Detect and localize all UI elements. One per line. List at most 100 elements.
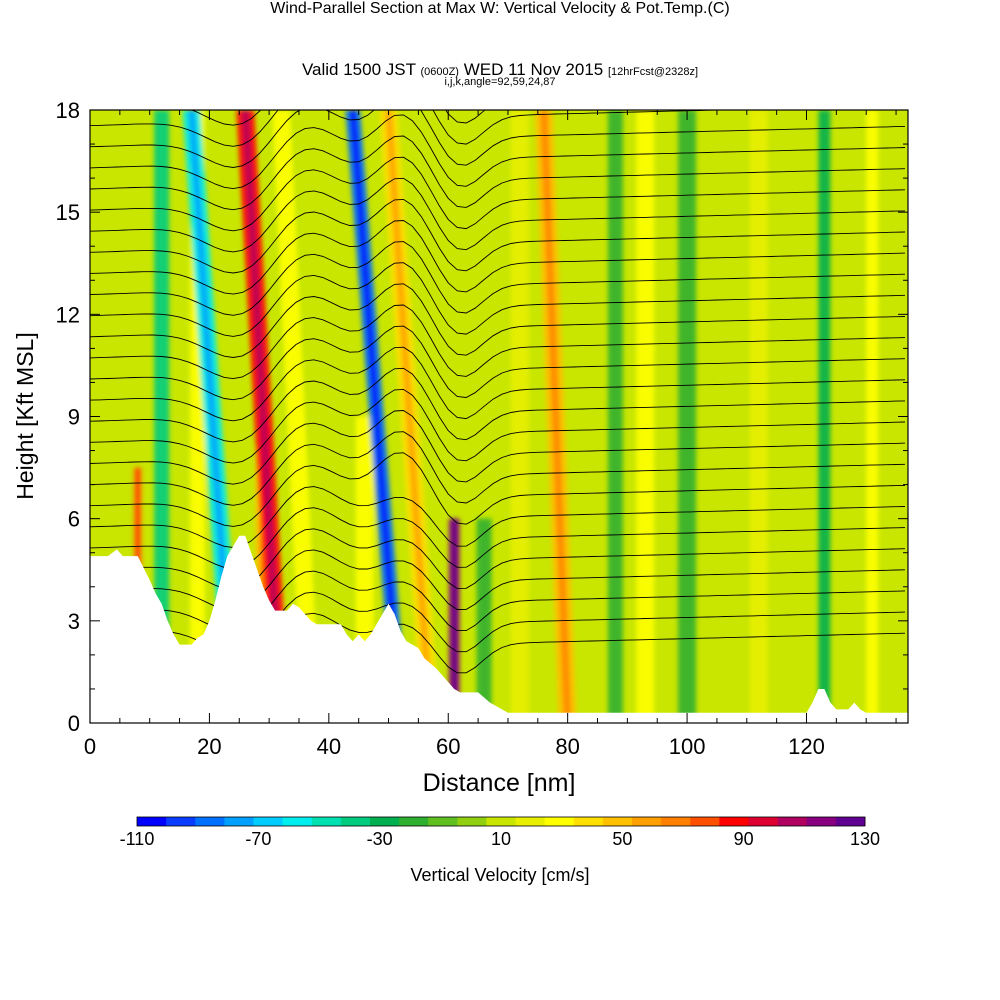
isentrope-line <box>90 452 906 527</box>
colorbar-swatch <box>166 817 196 826</box>
isentrope-line <box>90 431 906 506</box>
velocity-band <box>154 110 170 723</box>
x-tick-label: 60 <box>436 734 460 759</box>
colorbar-swatch <box>602 817 633 826</box>
isentrope-line <box>90 31 905 105</box>
colorbar-tick-label: 50 <box>612 829 632 849</box>
chart-title-text: Wind-Parallel Section at Max W: Vertical… <box>270 0 708 17</box>
isentrope-line <box>90 198 906 274</box>
chart-title: Wind-Parallel Section at Max W: Vertical… <box>0 0 1000 18</box>
terrain <box>90 535 908 723</box>
colorbar-swatch <box>632 817 662 826</box>
colorbar-swatch <box>195 817 225 826</box>
isentrope-line <box>90 325 906 401</box>
velocity-field <box>90 0 908 723</box>
y-tick-label: 0 <box>68 711 80 736</box>
valid-time: Valid 1500 JST <box>301 60 416 79</box>
velocity-core <box>241 110 285 723</box>
colorbar-tick-label: 10 <box>491 829 511 849</box>
isentrope-line <box>90 486 906 548</box>
x-axis-label: Distance [nm] <box>423 769 576 797</box>
colorbar-swatch <box>457 817 487 826</box>
isentrope-line <box>90 410 906 485</box>
colorbar-swatch <box>835 817 866 826</box>
colorbar-tick-label: 130 <box>850 829 880 849</box>
colorbar-swatch <box>428 817 458 826</box>
valid-date: WED 11 Nov 2015 <box>463 60 604 79</box>
velocity-band <box>510 110 529 723</box>
copyright-mark: (C) <box>707 0 730 17</box>
colorbar-tick-label: -70 <box>245 829 271 849</box>
colorbar-swatch <box>690 817 720 826</box>
isentrope-line <box>90 283 906 358</box>
colorbar-swatch <box>515 817 546 826</box>
x-tick-label: 40 <box>317 734 341 759</box>
colorbar-swatch <box>137 817 167 826</box>
colorbar-swatch <box>719 817 749 826</box>
isentrope-line <box>90 0 905 41</box>
colorbar-swatch <box>748 817 779 826</box>
utc-time: (0600Z) <box>420 66 459 78</box>
isentrope-line <box>90 367 906 443</box>
colorbar: -110 -70 -30 10 50 90 130 <box>120 816 880 849</box>
velocity-band <box>272 110 320 723</box>
y-axis: 0 3 6 9 12 15 18 <box>56 98 908 736</box>
y-tick-label: 3 <box>68 609 80 634</box>
isentrope-line <box>90 0 905 20</box>
x-axis: 0 20 40 60 80 100 120 <box>84 110 897 759</box>
velocity-band <box>866 110 879 723</box>
y-tick-label: 15 <box>56 200 80 225</box>
colorbar-swatch <box>777 817 808 826</box>
colorbar-swatch <box>340 817 371 826</box>
isentrope-line <box>90 135 906 211</box>
x-tick-label: 80 <box>555 734 579 759</box>
colorbar-label: Vertical Velocity [cm/s] <box>410 865 589 885</box>
colorbar-swatch <box>573 817 604 826</box>
isentrope-line <box>90 110 737 147</box>
y-tick-label: 6 <box>68 507 80 532</box>
colorbar-tick-label: -110 <box>120 829 155 849</box>
colorbar-swatch <box>369 817 400 826</box>
forecast-info: [12hrFcst@2328z] <box>607 66 699 78</box>
colorbar-swatch <box>544 817 575 826</box>
isentrope-line <box>90 0 905 62</box>
isentrope-line <box>90 9 905 83</box>
velocity-band <box>476 518 492 723</box>
isentrope-line <box>90 304 906 380</box>
velocity-band <box>818 110 831 723</box>
colorbar-swatch <box>806 817 837 826</box>
isentrope-line <box>90 110 906 168</box>
isentrope-line <box>90 177 906 253</box>
isentrope-line <box>90 346 906 422</box>
colorbar-frame <box>136 816 866 827</box>
colorbar-tick-label: -30 <box>367 829 393 849</box>
x-tick-label: 100 <box>669 734 706 759</box>
isentrope-line <box>190 110 486 126</box>
y-axis-label: Height [Kft MSL] <box>12 332 38 499</box>
x-tick-label: 0 <box>84 734 96 759</box>
velocity-band <box>607 110 623 723</box>
colorbar-swatch <box>253 817 283 826</box>
isentrope-line <box>90 388 906 464</box>
colorbar-swatch <box>311 817 342 826</box>
grid-info: i,j,k,angle=92,59,24,87 <box>444 76 556 88</box>
colorbar-tick-label: 90 <box>734 829 754 849</box>
colorbar-swatch <box>486 817 516 826</box>
x-tick-label: 120 <box>788 734 825 759</box>
velocity-core <box>349 110 404 723</box>
colorbar-swatch <box>282 817 313 826</box>
y-tick-label: 18 <box>56 98 80 123</box>
velocity-band <box>636 110 655 723</box>
chart-subtitle: Valid 1500 JST (0600Z) WED 11 Nov 2015 [… <box>0 60 1000 80</box>
y-tick-label: 9 <box>68 405 80 430</box>
isentrope-line <box>90 262 906 337</box>
isentrope-line <box>90 220 906 295</box>
x-tick-label: 20 <box>197 734 221 759</box>
isentrope-line <box>90 241 906 316</box>
velocity-core <box>540 110 572 723</box>
colorbar-swatch <box>661 817 691 826</box>
colorbar-swatch <box>224 817 254 826</box>
velocity-band <box>678 110 697 723</box>
isentrope-line <box>90 156 906 232</box>
